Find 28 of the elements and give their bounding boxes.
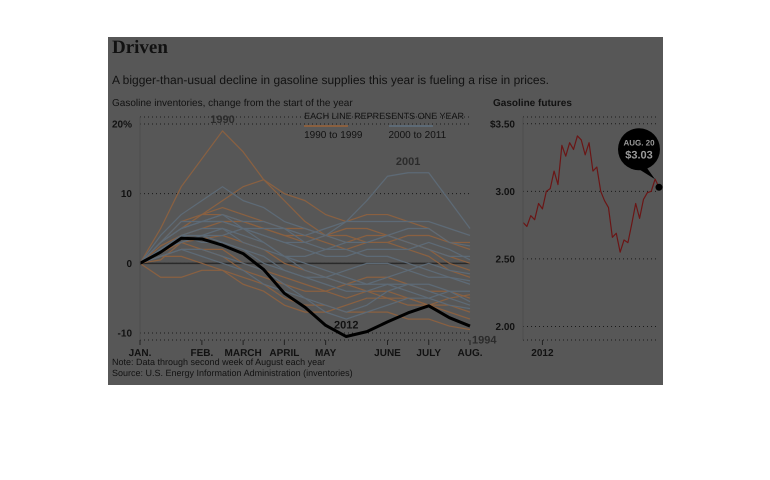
x-tick-label: JAN. [128, 348, 152, 359]
x-tick-label: JUNE [374, 348, 402, 359]
annotation: 1990 to 1999 [304, 130, 362, 141]
y-tick-label: -10 [118, 328, 132, 340]
y-tick-label: 2.50 [496, 254, 516, 266]
x-tick-label: AUG. [458, 348, 483, 359]
source-note: Source: U.S. Energy Information Administration (inventories) [112, 368, 353, 378]
annotation: AUG. 20 $3.03 [623, 138, 656, 162]
x-tick-label: MAY [314, 348, 337, 359]
y-tick-label: 3.00 [496, 186, 516, 198]
x-tick-label: JULY [416, 348, 442, 359]
x-tick-label: MARCH [224, 348, 262, 359]
series-label: 2012 [334, 320, 358, 332]
x-tick-label: APRIL [269, 348, 300, 359]
y-tick-label: 0 [126, 258, 132, 270]
annotation: 2000 to 2011 [388, 130, 446, 141]
x-tick-label: FEB. [190, 348, 214, 359]
y-axis-title: Gasoline inventories, change from the start of the year [112, 98, 353, 109]
y-tick-label: $3.50 [490, 119, 516, 130]
text: Note: Data through second week of August each year [112, 357, 326, 367]
chart-title: Driven [112, 37, 168, 59]
y-tick-label: 20% [112, 120, 132, 131]
x-tick-label: 2012 [531, 348, 554, 359]
chart-title: Gasoline futures [493, 98, 572, 109]
legend-title: EACH LINE REPRESENTS ONE YEAR [304, 111, 464, 121]
y-tick-label: 10 [120, 189, 132, 200]
chart-subtitle: A bigger-than-usual decline in gasoline supplies this year is fueling a rise in prices. [112, 73, 549, 87]
y-tick-label: 2.00 [496, 322, 516, 334]
